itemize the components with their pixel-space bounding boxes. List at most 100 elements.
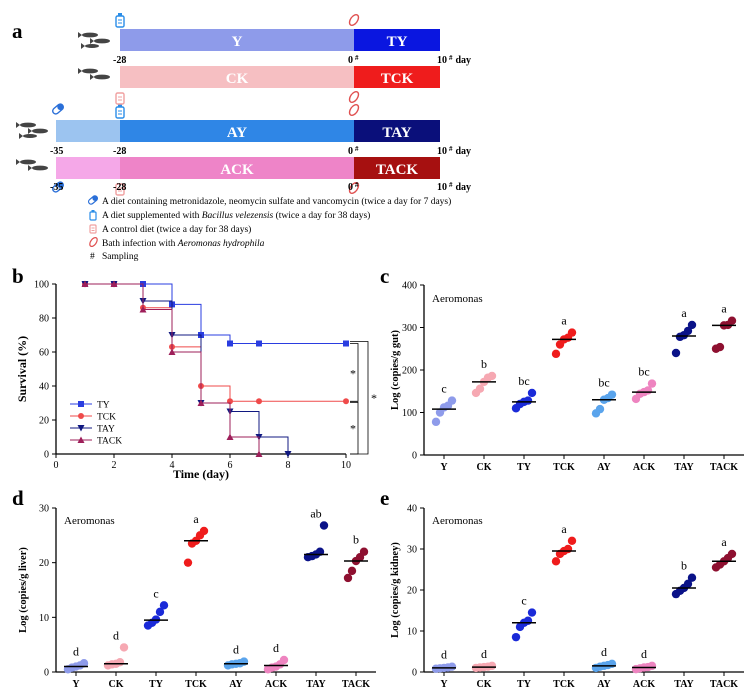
significance-letter-ACK: bc: [638, 365, 649, 379]
significance-letter-TAY: a: [681, 306, 687, 320]
data-point-TAY: [671, 348, 681, 358]
significance-letter-CK: b: [481, 357, 487, 371]
data-point-Y: [447, 396, 457, 405]
category-label-CK: CK: [477, 679, 492, 690]
legend-marker: [78, 413, 84, 419]
y-tick-label: 0: [412, 451, 417, 462]
data-point-TCK: [551, 349, 561, 359]
data-point-TCK: [551, 557, 561, 566]
category-label-TCK: TCK: [553, 679, 575, 690]
liver-aeromonas-chart: 0 10 20 30 Aeromonas Log (copies/g liver) Yd CK…: [18, 504, 376, 690]
data-point-TY: [523, 616, 533, 625]
x-tick-label: 6: [228, 460, 233, 471]
y-axis-title: Survival (%): [15, 336, 29, 402]
significance-letter-TY: bc: [518, 374, 529, 388]
significance-letter-TY: c: [153, 586, 158, 600]
category-label-TAY: TAY: [674, 462, 694, 473]
data-point-TAY: [687, 320, 697, 330]
significance-star: *: [350, 422, 356, 436]
y-tick-label: 10: [39, 613, 49, 624]
category-label-Y: Y: [440, 679, 448, 690]
tick-zero-row4: 0 #: [348, 181, 359, 193]
bar-TY: [354, 29, 440, 51]
data-point-TCK: [567, 328, 577, 337]
data-point-TAY: [683, 579, 693, 589]
category-label-Y: Y: [72, 679, 80, 690]
data-point-TACK: [715, 342, 725, 352]
data-point-TACK: [343, 573, 353, 583]
x-tick-label: 0: [54, 460, 59, 471]
data-point-TY: [155, 607, 165, 617]
legend-TACK: TACK: [97, 437, 122, 447]
data-point-Y: [431, 417, 441, 427]
category-label-AY: AY: [597, 679, 611, 690]
bottle-icon: [115, 13, 125, 119]
significance-letter-Y: d: [73, 644, 79, 658]
capsule-icon: [52, 103, 64, 193]
chart-title: Aeromonas: [64, 515, 115, 527]
panel-label-a: a: [12, 19, 23, 43]
significance-letter-TACK: a: [721, 302, 727, 316]
x-axis-title: Time (day): [173, 467, 229, 481]
data-point-TAY: [319, 521, 329, 530]
data-point-CK: [487, 661, 497, 671]
label-AY: AY: [227, 125, 247, 141]
panel-label-b: b: [12, 264, 24, 288]
tick-start-row3: -35: [50, 146, 63, 157]
y-tick-label: 100: [34, 280, 49, 291]
data-point-TY: [523, 396, 533, 405]
data-point-TAY: [687, 573, 697, 582]
y-tick-label: 0: [412, 668, 417, 679]
kidney-aeromonas-chart: 0 10 20 30 40 Aeromonas Log (copies/g kidney) Y…: [390, 504, 744, 690]
capsule-icon: [87, 195, 99, 205]
significance-letter-TACK: b: [353, 533, 359, 547]
y-tick-label: 20: [407, 586, 417, 597]
hash-icon: #: [90, 252, 95, 262]
label-TACK: TACK: [376, 162, 419, 178]
category-label-TACK: TACK: [710, 462, 738, 473]
tick-start-row1: -28: [113, 55, 126, 66]
significance-letter-ACK: d: [641, 647, 647, 661]
chart-title: Aeromonas: [432, 293, 483, 305]
survival-line-TY: [85, 283, 346, 344]
panel-label-d: d: [12, 486, 24, 510]
significance-star: *: [371, 391, 377, 405]
data-point-Y: [447, 662, 457, 671]
label-Y: Y: [232, 34, 243, 50]
bottle-icon: [89, 210, 97, 221]
significance-letter-TCK: a: [193, 512, 199, 526]
legend-infection-text: Bath infection with Aeromonas hydrophila: [102, 238, 265, 249]
data-point-CK: [119, 643, 129, 652]
survival-point-TCK: [343, 398, 349, 405]
category-label-TCK: TCK: [185, 679, 207, 690]
legend-TAY: TAY: [97, 425, 115, 435]
category-label-ACK: ACK: [633, 679, 655, 690]
data-point-TACK: [359, 547, 369, 556]
pathogen-icon: [348, 13, 360, 195]
legend-TY: TY: [97, 401, 110, 411]
significance-letter-Y: c: [441, 382, 446, 396]
data-point-TACK: [347, 566, 357, 576]
category-label-CK: CK: [109, 679, 124, 690]
bar-TACK: [354, 157, 440, 179]
bar-TAY: [354, 120, 440, 142]
gut-aeromonas-chart: 0 100 200 300 400 Aeromonas Log (copies/g gut)…: [390, 281, 744, 473]
survival-point-TACK: [139, 306, 147, 313]
label-TAY: TAY: [382, 125, 411, 141]
survival-point-TACK: [255, 450, 263, 457]
tick-zero-row3: 0 #: [348, 145, 359, 157]
data-point-ACK: [647, 661, 657, 671]
label-CK: CK: [226, 71, 249, 87]
significance-letter-AY: d: [233, 643, 239, 657]
survival-point-TCK: [256, 398, 262, 405]
significance-letter-TCK: a: [561, 314, 567, 328]
y-tick-label: 0: [44, 668, 49, 679]
category-label-ACK: ACK: [633, 462, 655, 473]
tick-end-row3: 10 # day: [437, 145, 471, 157]
y-tick-label: 300: [402, 323, 417, 334]
data-point-TAY: [683, 326, 693, 336]
y-tick-label: 200: [402, 366, 417, 377]
significance-letter-AY: d: [601, 645, 607, 659]
significance-letter-CK: d: [481, 647, 487, 661]
